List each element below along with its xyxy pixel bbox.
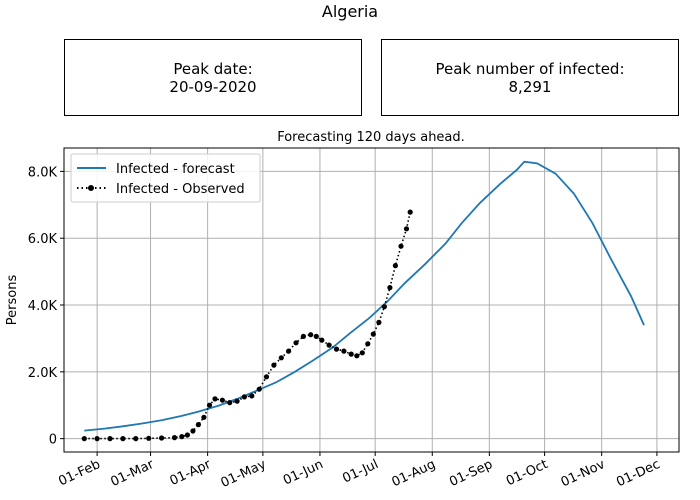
observed-point: [234, 398, 240, 404]
observed-point: [376, 319, 382, 325]
legend-observed-label: Infected - Observed: [116, 182, 245, 197]
observed-point: [354, 353, 360, 359]
observed-point: [293, 340, 299, 346]
observed-point: [94, 436, 100, 442]
observed-point: [319, 337, 325, 343]
legend-forecast-label: Infected - forecast: [116, 162, 235, 177]
legend: Infected - forecast Infected - Observed: [70, 153, 261, 203]
x-tick-label: 01-Oct: [504, 457, 550, 489]
observed-point: [249, 393, 255, 399]
observed-point: [179, 434, 185, 440]
observed-point: [387, 285, 393, 291]
observed-point: [195, 422, 201, 428]
observed-point: [392, 263, 398, 269]
series-layer: [81, 160, 645, 442]
legend-box: [70, 153, 261, 203]
y-axis-label: Persons: [5, 275, 20, 326]
axis-ticks: 01-Feb 01-Mar 01-Apr 01-May 01-Jun 01-Jul 01-A…: [28, 165, 663, 491]
observed-point: [308, 332, 314, 338]
observed-point: [227, 400, 233, 406]
observed-point: [171, 435, 178, 441]
peak-date-box: Peak date: 20-09-2020: [64, 39, 362, 116]
observed-point: [190, 428, 196, 434]
x-tick-label: 01-Nov: [559, 457, 608, 490]
observed-point: [206, 402, 213, 408]
observed-point: [212, 396, 218, 402]
observed-point: [341, 348, 347, 354]
observed-point: [256, 386, 262, 392]
y-tick-label: 2.0K: [28, 366, 58, 381]
peak-infected-value: 8,291: [508, 77, 552, 96]
observed-point: [271, 362, 277, 368]
observed-point: [381, 304, 387, 310]
peak-date-label: Peak date:: [173, 59, 253, 78]
peak-infected-label: Peak number of infected:: [435, 59, 625, 78]
observed-point: [278, 355, 284, 361]
observed-point: [201, 414, 207, 420]
observed-point: [159, 435, 165, 441]
x-tick-label: 01-Jul: [340, 457, 380, 487]
observed-point: [407, 209, 413, 215]
forecast-line: [84, 160, 645, 432]
peak-infected-box: Peak number of infected: 8,291: [381, 39, 679, 116]
observed-point: [241, 394, 247, 400]
chart-title: Algeria: [321, 2, 379, 21]
x-tick-label: 01-Mar: [108, 457, 156, 490]
observed-point: [359, 350, 365, 356]
observed-point: [184, 432, 190, 438]
x-tick-label: 01-May: [219, 457, 269, 491]
observed-point: [313, 333, 319, 339]
observed-point: [333, 346, 340, 352]
plot-frame: [63, 147, 680, 453]
observed-point: [403, 226, 410, 232]
observed-point: [263, 374, 270, 380]
observed-point: [146, 435, 152, 441]
peak-date-value: 20-09-2020: [169, 77, 257, 96]
observed-point: [120, 436, 126, 442]
observed-point: [370, 331, 376, 337]
legend-observed-marker: [88, 185, 94, 191]
x-tick-label: 01-Sep: [447, 457, 495, 490]
x-tick-label: 01-Aug: [390, 457, 438, 490]
x-tick-label: 01-Jun: [281, 457, 326, 488]
observed-point: [398, 243, 404, 249]
x-tick-label: 01-Feb: [56, 457, 102, 489]
y-tick-label: 0: [49, 433, 57, 448]
x-tick-label: 01-Dec: [614, 457, 662, 490]
observed-point: [219, 397, 225, 403]
observed-point: [81, 436, 87, 442]
observed-point: [365, 341, 371, 347]
observed-point: [286, 348, 292, 354]
y-tick-label: 8.0K: [28, 165, 58, 180]
observed-point: [107, 436, 113, 442]
y-tick-label: 4.0K: [28, 299, 58, 314]
x-tick-label: 01-Apr: [168, 457, 214, 489]
y-tick-label: 6.0K: [28, 232, 58, 247]
observed-point: [133, 436, 139, 442]
chart-subtitle: Forecasting 120 days ahead.: [277, 130, 465, 145]
observed-point: [300, 333, 306, 339]
observed-point: [326, 342, 332, 348]
observed-point: [348, 351, 354, 357]
